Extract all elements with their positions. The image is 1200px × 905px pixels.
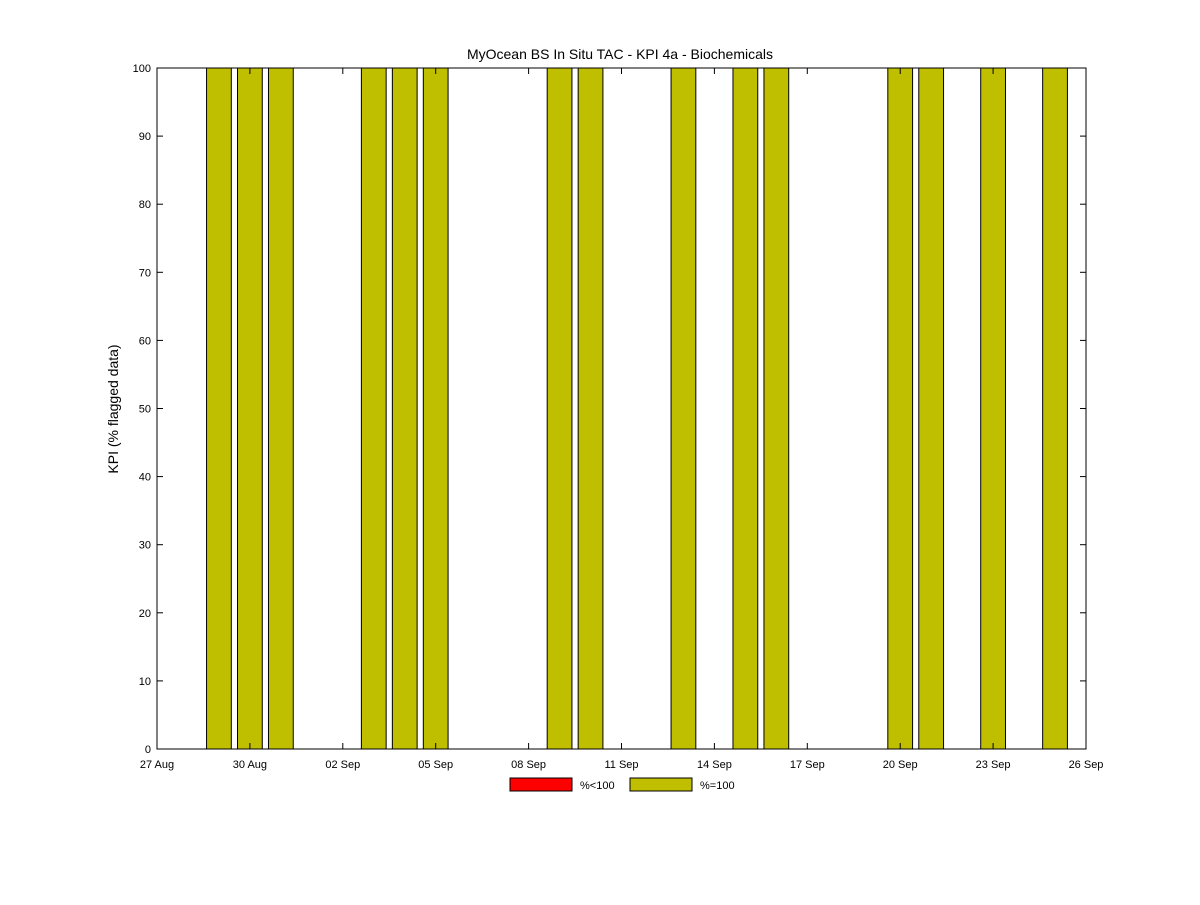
bar-2012-09-13 [670, 67, 697, 750]
y-tick-label: 0 [145, 744, 151, 756]
bar-2012-09-20 [887, 67, 914, 750]
y-tick-label: 20 [139, 608, 151, 620]
bar-2012-09-15 [732, 67, 759, 750]
axes-group: 0 10 20 30 40 50 60 70 80 90 100 27 Aug 30 Aug 02 Sep… [133, 63, 1104, 771]
y-tick-label: 90 [139, 131, 151, 143]
x-tick-label: 11 Sep [604, 759, 638, 771]
bar-2012-08-31 [267, 67, 294, 750]
bar-2012-09-16 [763, 67, 790, 750]
x-tick-label: 14 Sep [697, 759, 732, 771]
y-tick-label: 100 [133, 63, 151, 75]
y-tick-label: 10 [139, 676, 151, 688]
x-tick-label: 23 Sep [976, 759, 1011, 771]
bar-2012-09-03 [360, 67, 387, 750]
x-tick-label: 05 Sep [418, 759, 453, 771]
bar-2012-08-29 [206, 67, 232, 750]
y-tick-label: 50 [139, 404, 151, 416]
y-axis-label: KPI (% flagged data) [105, 344, 121, 473]
x-tick-label: 27 Aug [140, 759, 174, 771]
x-tick-label: 02 Sep [325, 759, 360, 771]
x-tick-label: 20 Sep [883, 759, 918, 771]
bar-2012-09-23 [980, 67, 1006, 750]
legend-label: %=100 [700, 780, 735, 792]
y-tick-label: 40 [139, 472, 151, 484]
bar-2012-09-21 [918, 67, 945, 750]
bar-2012-09-25 [1042, 67, 1068, 750]
bar-2012-09-09 [546, 67, 573, 750]
y-tick-label: 70 [139, 267, 151, 279]
y-tick-label: 80 [139, 199, 151, 211]
x-tick-label: 26 Sep [1069, 759, 1104, 771]
legend-swatch [509, 777, 573, 792]
x-tick-label: 30 Aug [233, 759, 267, 771]
legend-label: %<100 [580, 780, 615, 792]
chart-title: MyOcean BS In Situ TAC - KPI 4a - Bioche… [467, 46, 773, 62]
legend: %<100 %=100 [509, 777, 735, 792]
bar-2012-08-30 [237, 67, 263, 750]
plot-frame [156, 67, 1087, 750]
bar-2012-09-10 [577, 67, 604, 750]
bar-2012-09-05 [422, 67, 449, 750]
y-tick-label: 60 [139, 335, 151, 347]
y-tick-label: 30 [139, 540, 151, 552]
x-tick-label: 17 Sep [790, 759, 825, 771]
legend-swatch [629, 777, 693, 792]
bars-group [206, 67, 1068, 750]
x-tick-label: 08 Sep [511, 759, 546, 771]
bar-2012-09-04 [391, 67, 418, 750]
